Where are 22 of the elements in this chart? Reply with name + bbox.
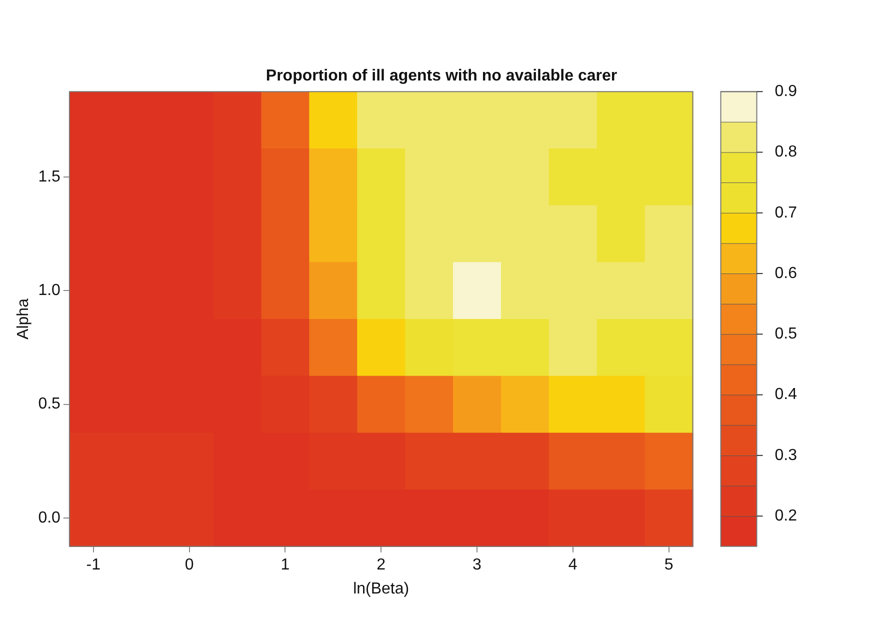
color-bar-label: 0.8 (774, 144, 798, 161)
x-tick-label: 2 (376, 556, 386, 574)
y-tick-label: 0.5 (38, 396, 61, 413)
color-bar-label: 0.9 (774, 83, 798, 100)
color-bar-label: 0.6 (774, 264, 798, 282)
y-axis-title: Alpha (15, 298, 32, 340)
color-bar-label: 0.5 (774, 326, 798, 343)
x-tick-label: -1 (86, 556, 101, 574)
color-bar-label: 0.2 (774, 507, 798, 524)
x-tick-label: 3 (472, 556, 482, 574)
x-tick-label: 0 (184, 556, 194, 574)
y-tick-label: 0.0 (38, 509, 61, 526)
color-bar-label: 0.4 (774, 386, 798, 404)
color-bar-label: 0.3 (774, 446, 798, 464)
y-tick-label: 1.5 (38, 168, 61, 186)
chart-title: Proportion of ill agents with no available carer (266, 67, 618, 84)
x-axis-title: ln(Beta) (353, 580, 410, 598)
x-tick-label: 5 (664, 556, 674, 574)
x-tick-label: 1 (280, 556, 290, 574)
color-bar-label: 0.7 (774, 204, 798, 222)
y-tick-label: 1.0 (38, 282, 61, 299)
x-tick-label: 4 (568, 556, 578, 574)
